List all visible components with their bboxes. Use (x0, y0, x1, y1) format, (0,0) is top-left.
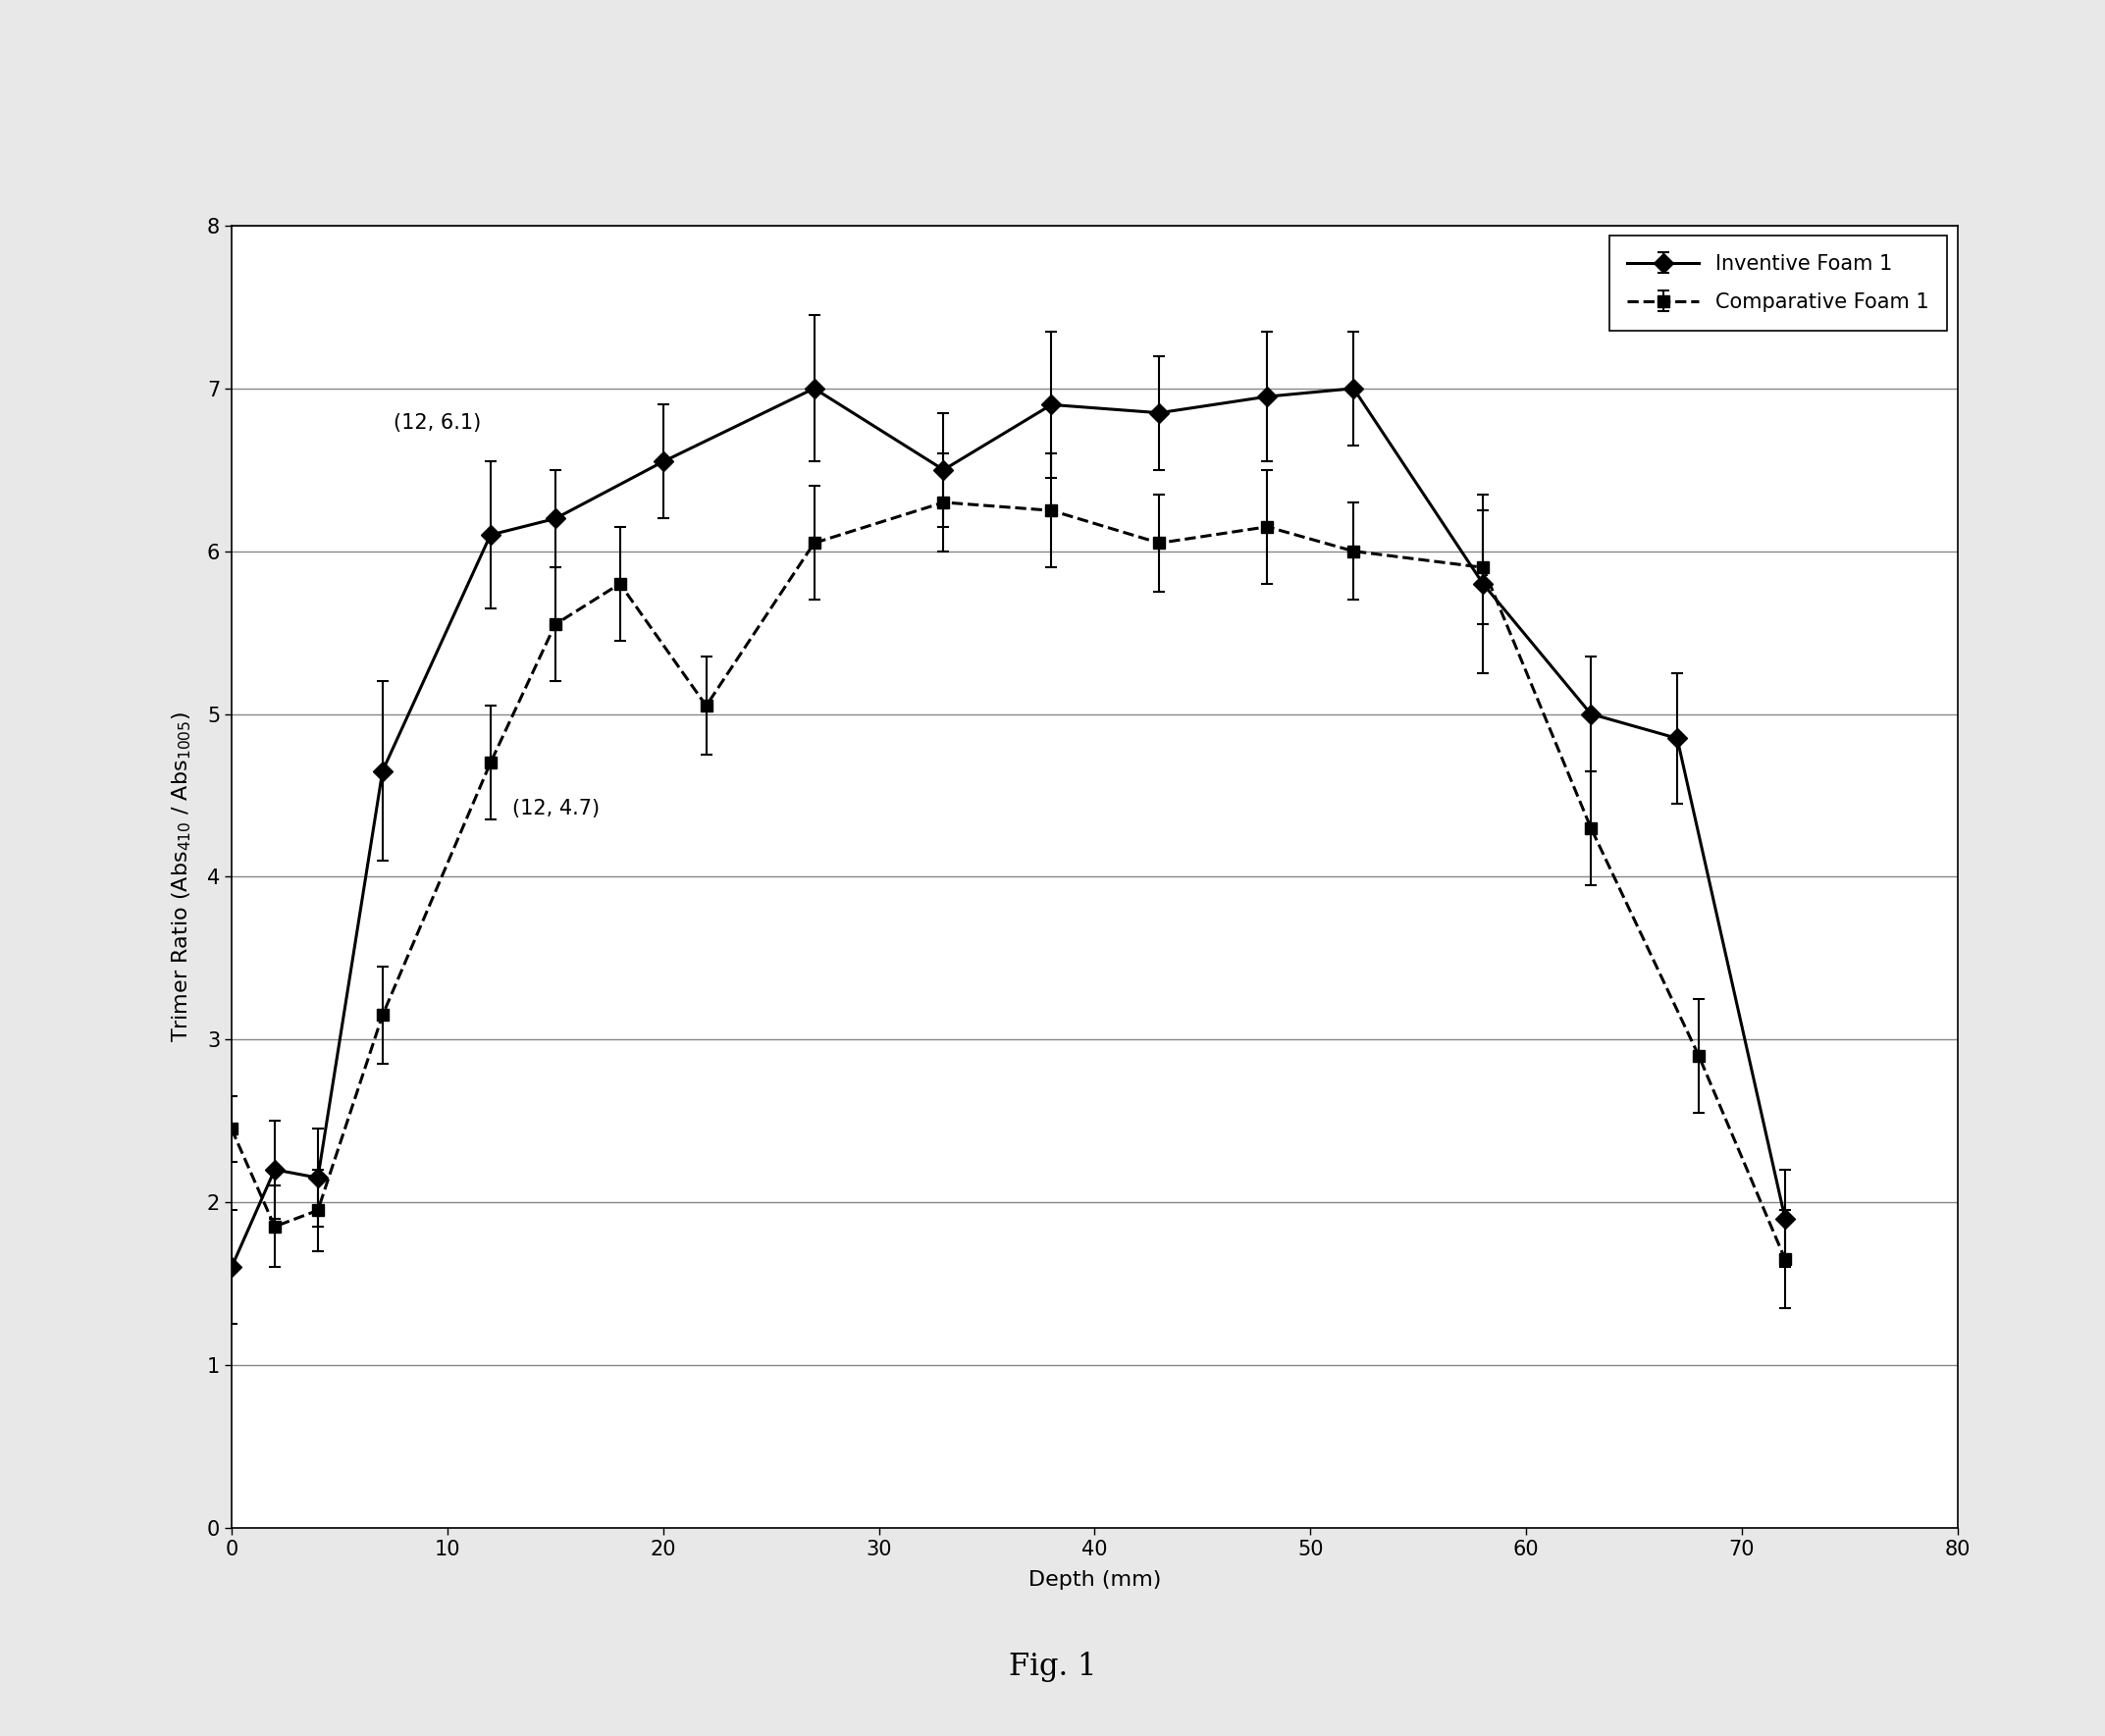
Y-axis label: Trimer Ratio (Abs$_{410}$ / Abs$_{1005}$): Trimer Ratio (Abs$_{410}$ / Abs$_{1005}$… (171, 712, 194, 1042)
Text: (12, 6.1): (12, 6.1) (394, 413, 480, 432)
Text: (12, 4.7): (12, 4.7) (512, 799, 600, 819)
Text: Fig. 1: Fig. 1 (1008, 1651, 1097, 1682)
X-axis label: Depth (mm): Depth (mm) (1027, 1569, 1162, 1590)
Legend: Inventive Foam 1, Comparative Foam 1: Inventive Foam 1, Comparative Foam 1 (1608, 236, 1947, 330)
